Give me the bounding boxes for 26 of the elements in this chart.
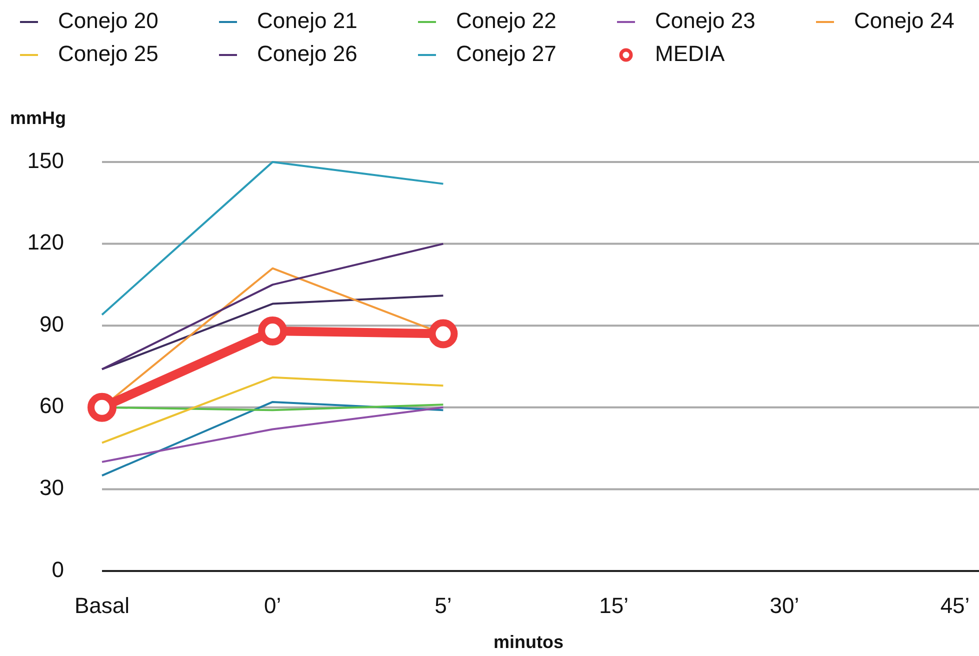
legend-label: Conejo 20: [58, 8, 158, 33]
y-axis-title: mmHg: [10, 108, 66, 128]
x-tick-label: 45’: [940, 593, 970, 618]
y-tick-label: 90: [40, 311, 64, 336]
legend-label: Conejo 21: [257, 8, 358, 33]
y-tick-label: 0: [52, 556, 64, 582]
y-tick-label: 30: [40, 475, 64, 500]
y-tick-label: 60: [40, 393, 64, 418]
x-axis-title: minutos: [494, 632, 564, 652]
y-tick-label: 120: [27, 230, 64, 255]
x-tick-label: Basal: [74, 593, 130, 618]
x-tick-label: 0’: [264, 593, 282, 618]
x-tick-label: 30’: [770, 593, 800, 618]
legend-label: Conejo 26: [257, 40, 358, 66]
legend-label: Conejo 23: [655, 8, 756, 33]
legend-label: MEDIA: [655, 40, 725, 66]
point: [428, 319, 458, 348]
legend-label: Conejo 25: [58, 40, 158, 66]
legend-label: Conejo 24: [854, 8, 954, 33]
x-tick-label: 5’: [434, 593, 452, 618]
x-tick-label: 15’: [599, 593, 628, 618]
point: [258, 316, 288, 346]
legend-label: Conejo 27: [456, 40, 556, 66]
y-tick-label: 150: [27, 148, 64, 173]
point: [88, 392, 116, 422]
legend-label: Conejo 22: [456, 8, 556, 33]
